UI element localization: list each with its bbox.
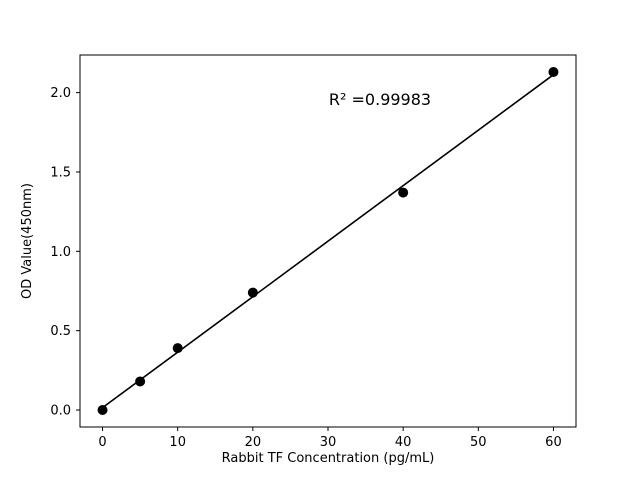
y-axis-label: OD Value(450nm) [20, 183, 35, 299]
x-tick-label: 10 [169, 435, 186, 450]
fit-line [102, 74, 554, 409]
y-tick-label: 0.0 [50, 404, 71, 419]
y-tick-label: 1.0 [50, 245, 71, 260]
y-tick-label: 0.5 [50, 324, 71, 339]
data-point [247, 287, 258, 298]
x-tick-label: 60 [545, 435, 562, 450]
r-squared-annotation: R² =0.99983 [329, 90, 431, 109]
x-tick-label: 0 [98, 435, 106, 450]
data-point [135, 376, 146, 387]
x-tick-label: 30 [320, 435, 337, 450]
x-axis-label: Rabbit TF Concentration (pg/mL) [222, 451, 435, 466]
data-point [398, 187, 409, 198]
y-tick-label: 1.5 [50, 165, 71, 180]
data-point [97, 405, 108, 416]
data-point [172, 343, 183, 354]
y-tick-label: 2.0 [50, 86, 71, 101]
data-point [548, 66, 559, 77]
x-tick-label: 50 [470, 435, 487, 450]
x-tick-label: 20 [245, 435, 262, 450]
x-tick-label: 40 [395, 435, 412, 450]
